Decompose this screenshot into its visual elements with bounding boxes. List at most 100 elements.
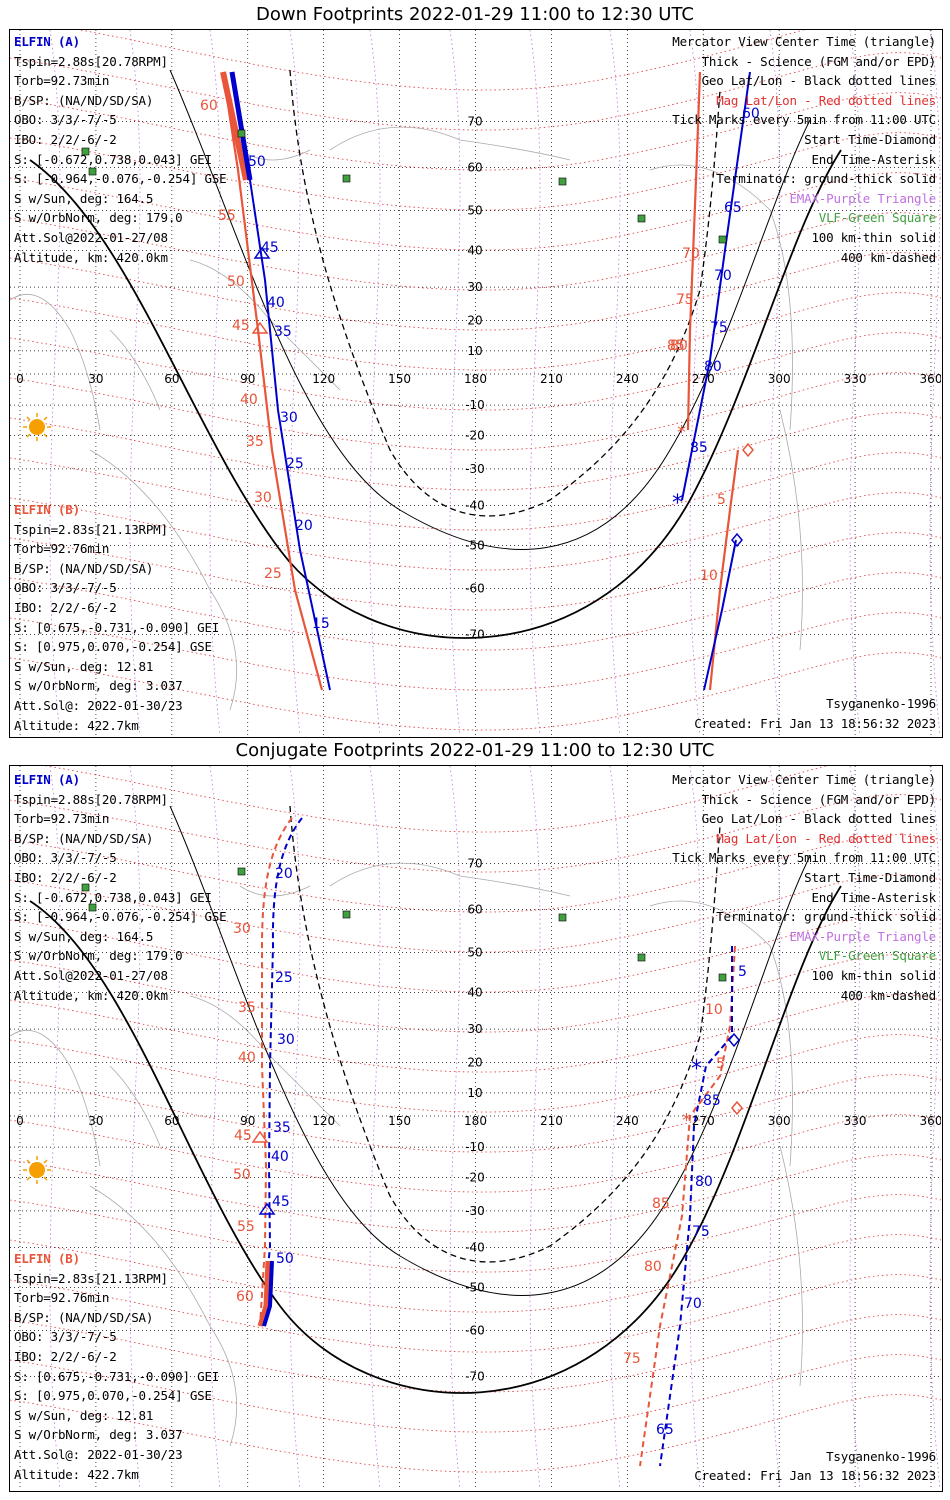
elfin-b-time-label: 5 [716,1056,725,1072]
elfin-b-info: ELFIN (B) Tspin=2.83s[21.13RPM] Torb=92.7… [14,500,219,735]
lat-tick-label: -70 [465,628,485,642]
elfin-a-info-line: S w/Sun, deg: 164.5 [14,928,154,944]
legend-item: End Time-Asterisk [811,151,936,167]
lat-tick-label: 10 [467,344,482,358]
elfin-b-info-line: S: [0.975,0.070,-0.254] GSE [14,639,212,655]
elfin-a-time-label: 50 [276,1251,294,1267]
elfin-b-time-label: 10 [700,568,718,584]
elfin-b-down-track [221,71,324,691]
conjugate-footprints-map[interactable]: * * 0 30 60 90 120 150 180 210 240 270 300 330 360 70… [10,766,941,1489]
elfin-a-time-label: 80 [695,1174,713,1190]
lat-tick-label: 70 [467,114,482,128]
elfin-a-time-label: 25 [286,456,304,472]
elfin-a-time-label: 40 [271,1149,289,1165]
elfin-b-name: ELFIN (B) [14,502,80,517]
lat-tick-label: -50 [465,1280,485,1294]
elfin-b-time-label: 30 [233,921,251,937]
elfin-a-time-label: 30 [277,1032,295,1048]
elfin-b-time-label: 50 [233,1167,251,1183]
elfin-a-end-asterisk: * [691,1057,702,1082]
terminator-400km [289,69,721,517]
elfin-b-time-label: 85 [652,1196,670,1212]
elfin-a-info-line: Tspin=2.88s[20.78RPM] [14,791,168,807]
elfin-a-time-label: 80 [704,359,722,375]
elfin-a-start-diamond [728,1032,740,1048]
elfin-a-down-science [229,71,253,181]
elfin-b-start-diamond [731,1100,743,1116]
vlf-stations [81,129,727,244]
elfin-b-time-label: 60 [236,1289,254,1305]
legend-item: EMAX-Purple Triangle [789,928,936,944]
terminator-ground [29,885,842,1394]
legend-item: End Time-Asterisk [811,889,936,905]
elfin-a-time-label: 65 [724,200,742,216]
lon-tick-label: 300 [768,372,791,386]
elfin-a-time-label: 35 [273,1120,291,1136]
lon-tick-label: 0 [16,1114,24,1128]
lat-tick-label: -40 [465,1241,485,1255]
elfin-b-info-line: OBO: 3/3/-7/-5 [14,1329,117,1345]
down-footprints-map[interactable]: * * 0 30 60 90 120 150 180 210 240 270 300 330 360 70… [10,30,941,735]
legend-item: 400 km-dashed [840,987,936,1003]
lat-tick-label: -70 [465,1370,485,1384]
elfin-a-info-line: Att.Sol@2022-01-27/08 [14,967,168,983]
elfin-b-info-line: S: [0.675,-0.731,-0.090] GEI [14,619,220,635]
elfin-b-time-label: 40 [238,1050,256,1066]
elfin-b-time-label: 70 [682,246,700,262]
elfin-a-center-triangle [258,1202,276,1215]
lat-tick-label: -20 [465,428,485,442]
elfin-a-info-line: Altitude, km: 420.0km [14,987,168,1003]
elfin-a-time-label: 50 [248,154,266,170]
terminator-100km [169,69,811,550]
elfin-b-time-label: 55 [218,208,236,224]
elfin-b-info-line: S w/Sun, deg: 12.81 [14,658,154,674]
elfin-a-conj-track [262,817,303,1327]
created-stamp: Created: Fri Jan 13 18:56:32 2023 [694,716,936,731]
lat-tick-label: -10 [465,1140,485,1154]
elfin-b-time-label: 40 [240,392,258,408]
elfin-b-info-line: S: [0.975,0.070,-0.254] GSE [14,1388,212,1404]
elfin-b-time-label: 85 [667,338,685,354]
elfin-a-conj-science [262,1260,274,1327]
lat-tick-label: 20 [467,1056,482,1070]
elfin-a-info-line: S w/OrbNorm, deg: 179.0 [14,210,183,226]
lon-tick-label: 90 [240,1114,255,1128]
elfin-b-time-label: 75 [676,292,694,308]
elfin-b-conj-track-east [639,945,736,1467]
created-stamp: Created: Fri Jan 13 18:56:32 2023 [694,1468,936,1483]
legend-item: Start Time-Diamond [804,869,936,885]
elfin-a-info-line: IBO: 2/2/-6/-2 [14,869,117,885]
elfin-a-time-label: 70 [684,1296,702,1312]
elfin-a-info: ELFIN (A) Tspin=2.88s[20.78RPM] Torb=92.7… [14,770,227,1005]
mag-grid [10,766,941,1489]
lat-tick-label: 50 [467,204,482,218]
lon-tick-label: 150 [388,372,411,386]
lon-tick-label: 180 [464,372,487,386]
legend-item: Tick Marks every 5min from 11:00 UTC [672,850,936,866]
lon-tick-label: 270 [692,372,715,386]
lon-tick-label: 150 [388,1114,411,1128]
lon-tick-label: 60 [164,1114,179,1128]
lon-tick-label: 330 [844,372,867,386]
elfin-b-info-line: Att.Sol@: 2022-01-30/23 [14,697,183,713]
lon-tick-label: 360 [920,372,941,386]
legend-item: EMAX-Purple Triangle [789,190,936,206]
elfin-a-info-line: Torb=92.73min [14,73,110,89]
elfin-b-time-label: 25 [264,566,282,582]
lat-tick-label: -10 [465,398,485,412]
lon-tick-label: 330 [844,1114,867,1128]
model-name: Tsyganenko-1996 [826,1449,936,1464]
lon-tick-label: 30 [88,1114,103,1128]
map-frame [9,765,943,1492]
elfin-b-end-asterisk: * [677,422,686,443]
elfin-a-time-label: 60 [742,106,760,122]
elfin-a-time-label: 30 [280,410,298,426]
lon-tick-label: 120 [312,372,335,386]
legend-item: Mag Lat/Lon - Red dotted lines [716,830,936,846]
elfin-b-info-line: OBO: 3/3/-7/-5 [14,580,117,596]
lat-tick-label: 40 [467,986,482,1000]
elfin-b-info-line: B/SP: (NA/ND/SD/SA) [14,1309,154,1325]
legend-item: 100 km-thin solid [811,967,936,983]
elfin-a-end-asterisk: * [672,491,683,516]
elfin-b-center-triangle [251,321,269,334]
